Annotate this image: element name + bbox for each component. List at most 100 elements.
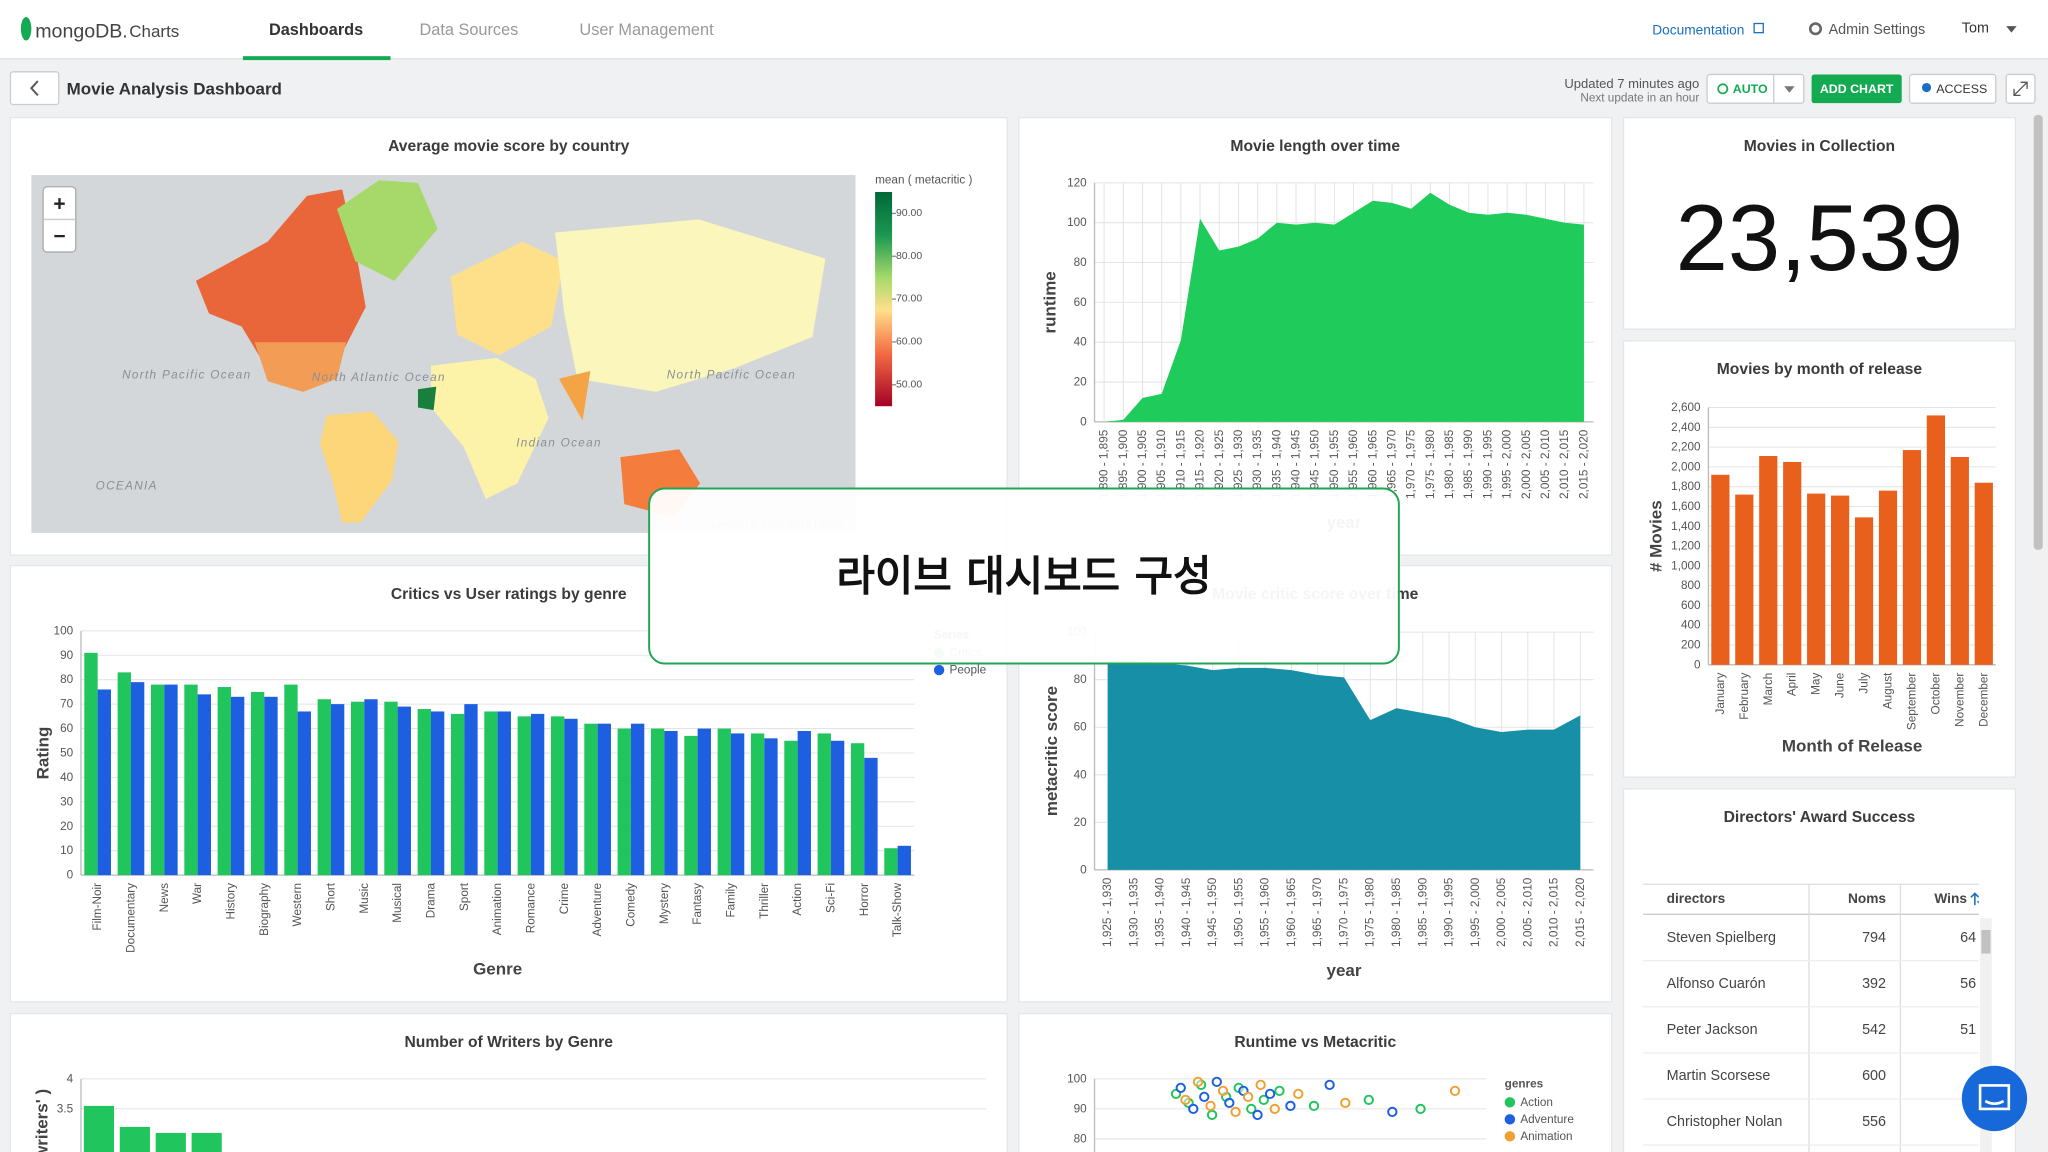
table-cell: 556 xyxy=(1862,1114,1886,1130)
x-tick-label: September xyxy=(1905,673,1918,731)
chart-title: Number of Writers by Genre xyxy=(404,1034,613,1051)
refresh-button[interactable] xyxy=(1706,73,1805,104)
bar xyxy=(197,694,211,876)
user-menu[interactable]: Tom xyxy=(1962,21,1989,37)
zoom-button[interactable]: − xyxy=(53,225,65,248)
tab[interactable]: Data Sources xyxy=(419,21,518,39)
legend-swatch xyxy=(1504,1131,1516,1142)
table-scroll-thumb[interactable] xyxy=(1981,929,1991,954)
point xyxy=(1387,1106,1398,1118)
bar xyxy=(317,699,331,876)
bar xyxy=(119,1126,150,1152)
panel xyxy=(1018,1012,1613,1152)
x-tick-label: 1,965 - 1,970 xyxy=(1385,429,1398,499)
add-chart-button[interactable] xyxy=(1811,74,1902,104)
documentation-link[interactable]: Documentation xyxy=(1652,23,1744,38)
x-tick-label: 1,940 - 1,945 xyxy=(1290,429,1303,499)
y-tick-label: 3.5 xyxy=(57,1102,74,1115)
point xyxy=(1206,1109,1218,1121)
legend-swatch xyxy=(933,664,945,676)
x-tick-label: Fantasy xyxy=(691,883,704,925)
land xyxy=(450,241,565,356)
admin-settings[interactable]: Admin Settings xyxy=(1829,22,1926,38)
land xyxy=(555,219,826,392)
x-tick-label: 1,890 - 1,895 xyxy=(1098,429,1111,499)
y-tick-label: 40 xyxy=(1074,336,1088,349)
sort-icon xyxy=(1970,892,1979,906)
x-tick-label: 1,930 - 1,935 xyxy=(1127,877,1140,947)
x-tick-label: July xyxy=(1858,673,1871,694)
column-header[interactable]: Noms xyxy=(1848,891,1886,906)
gear-icon xyxy=(1808,22,1823,36)
x-tick-label: 1,945 - 1,950 xyxy=(1206,877,1219,947)
chat-button[interactable] xyxy=(1961,1065,2028,1132)
access-button[interactable] xyxy=(1908,73,1997,104)
point xyxy=(1246,1103,1257,1115)
map xyxy=(31,175,856,533)
bar xyxy=(230,696,245,876)
x-tick-label: Mystery xyxy=(658,883,671,924)
bar xyxy=(617,728,631,876)
next-update-text: Next update in an hour xyxy=(1580,91,1699,104)
y-tick-label: 1,600 xyxy=(1671,500,1701,513)
bar xyxy=(297,711,311,876)
column-header[interactable]: directors xyxy=(1667,891,1726,906)
colorbar-label: 80.00 xyxy=(896,251,922,262)
bar xyxy=(1854,517,1874,665)
x-tick-label: 1,945 - 1,950 xyxy=(1309,429,1322,499)
table: directors Noms Wins Steven Spielberg 794 64 Al… xyxy=(1643,883,1979,1152)
x-tick-label: 2,015 - 2,020 xyxy=(1577,429,1590,499)
bar xyxy=(155,1132,186,1152)
point xyxy=(1188,1103,1199,1115)
x-tick-label: War xyxy=(191,883,204,904)
y-tick-label: 0 xyxy=(67,869,74,882)
caret[interactable] xyxy=(1784,86,1795,93)
x-tick-label: Short xyxy=(324,882,337,911)
bar xyxy=(1759,456,1778,665)
table-cell: Christopher Nolan xyxy=(1667,1114,1783,1130)
panel xyxy=(1622,788,2016,1152)
active-tab-indicator xyxy=(242,56,391,61)
x-tick-label: News xyxy=(158,883,171,913)
point xyxy=(1363,1094,1374,1106)
tab[interactable]: User Management xyxy=(579,21,714,39)
bar xyxy=(1926,415,1945,665)
bar xyxy=(597,723,611,876)
point xyxy=(1258,1094,1269,1106)
x-tick-label: 1,920 - 1,925 xyxy=(1213,429,1226,499)
x-tick-label: 1,955 - 1,960 xyxy=(1259,877,1272,947)
table-cell: 600 xyxy=(1862,1068,1886,1084)
zoom-button[interactable]: + xyxy=(53,192,65,215)
back-button[interactable] xyxy=(9,71,60,106)
bar xyxy=(517,716,531,876)
map-label: North Atlantic Ocean xyxy=(312,371,446,384)
table-cell: 51 xyxy=(1960,1022,1976,1038)
bar xyxy=(1950,456,1969,665)
y-tick-label: 40 xyxy=(60,771,74,784)
x-tick-label: 2,005 - 2,010 xyxy=(1539,429,1552,499)
tab[interactable]: Dashboards xyxy=(269,21,363,39)
y-tick-label: 120 xyxy=(1067,176,1087,189)
x-tick-label: 2,000 - 2,005 xyxy=(1495,877,1508,947)
x-tick-label: 1,985 - 1,990 xyxy=(1416,877,1429,947)
y-tick-label: 4 xyxy=(67,1072,74,1085)
y-tick-label: 2,600 xyxy=(1671,401,1701,414)
scroll-thumb[interactable] xyxy=(2033,114,2043,550)
y-tick-label: 0 xyxy=(1080,415,1087,428)
chart-title: Movies by month of release xyxy=(1717,361,1923,378)
column-header[interactable]: Wins xyxy=(1934,891,1967,906)
x-tick-label: 1,925 - 1,930 xyxy=(1232,429,1245,499)
x-tick-label: 1,980 - 1,985 xyxy=(1390,877,1403,947)
x-tick-label: 2,010 - 2,015 xyxy=(1558,429,1571,499)
colorbar-label: 60.00 xyxy=(896,336,922,347)
x-tick-label: Family xyxy=(724,883,737,918)
table-cell: Martin Scorsese xyxy=(1667,1068,1771,1084)
top-nav xyxy=(0,0,2048,59)
x-tick-label: Comedy xyxy=(624,883,637,927)
chart-title: Runtime vs Metacritic xyxy=(1234,1034,1396,1051)
colorbar xyxy=(875,192,893,407)
area xyxy=(1104,192,1584,422)
x-tick-label: 1,925 - 1,930 xyxy=(1101,877,1114,947)
point xyxy=(1324,1079,1335,1091)
point xyxy=(1252,1109,1263,1121)
